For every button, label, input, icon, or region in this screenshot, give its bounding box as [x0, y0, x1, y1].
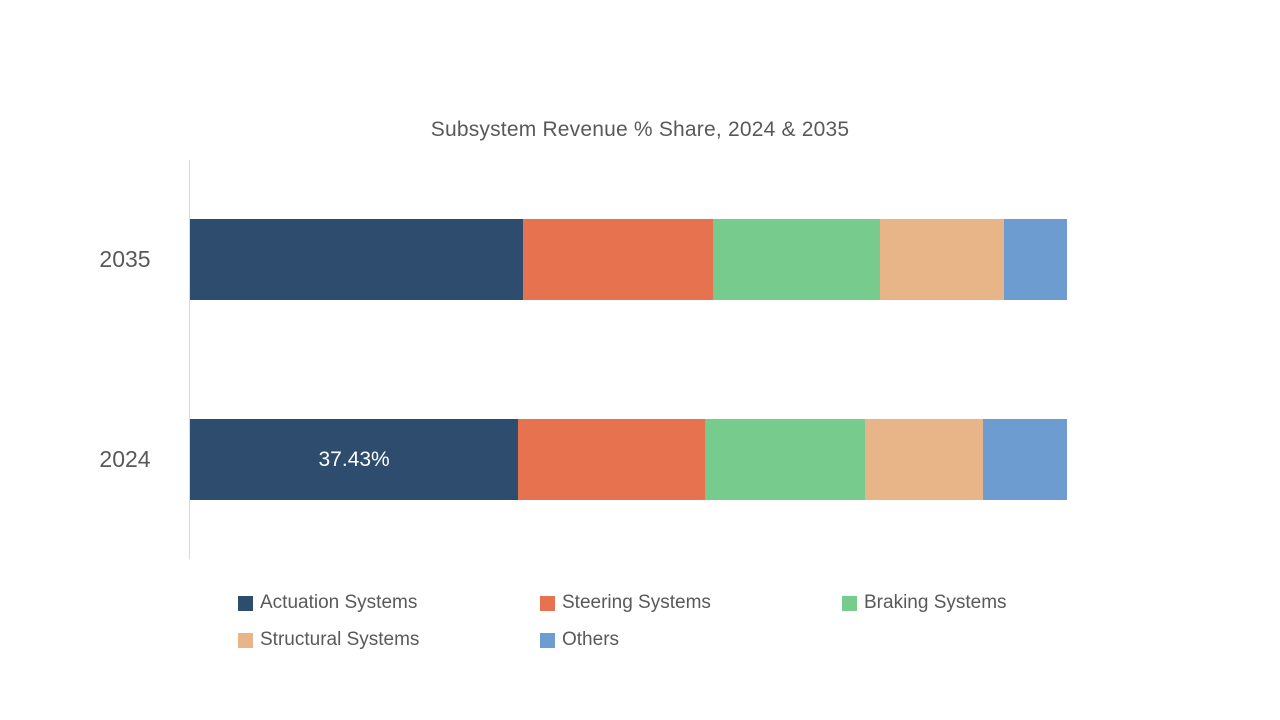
legend-label: Steering Systems: [562, 592, 711, 613]
legend-item: Actuation Systems: [238, 591, 540, 615]
category-label-2024: 2024: [99, 445, 151, 472]
bar-segment: [865, 419, 984, 500]
bar-segment: [983, 419, 1067, 500]
legend-marker-icon: [540, 595, 555, 611]
legend-label: Braking Systems: [864, 592, 1007, 613]
legend-marker-icon: [540, 632, 555, 648]
bar-segment: [1004, 219, 1067, 300]
legend-marker-icon: [842, 595, 857, 611]
chart-title: Subsystem Revenue % Share, 2024 & 2035: [430, 118, 850, 141]
legend-item: Structural Systems: [238, 628, 540, 652]
category-label-2035: 2035: [99, 245, 151, 272]
legend-marker-icon: [238, 595, 253, 611]
bar-2024: 37.43%: [190, 419, 1067, 500]
bar-segment: [713, 219, 880, 300]
legend-label: Actuation Systems: [260, 592, 418, 613]
bar-segment: [518, 419, 706, 500]
bar-segment: [880, 219, 1004, 300]
category-axis-line: [189, 160, 190, 559]
bar-2035: [190, 219, 1067, 300]
data-label: 37.43%: [318, 447, 390, 471]
bar-segment: [190, 219, 523, 300]
legend: Actuation Systems Steering Systems Braking…: [238, 591, 1144, 652]
legend-label: Structural Systems: [260, 629, 420, 650]
bar-segment: [705, 419, 866, 500]
legend-item: Steering Systems: [540, 591, 842, 615]
legend-marker-icon: [238, 632, 253, 648]
bar-segment: [522, 219, 714, 300]
bar-segment: 37.43%: [190, 419, 519, 500]
legend-item: Others: [540, 628, 842, 652]
legend-label: Others: [562, 629, 620, 650]
legend-item: Braking Systems: [842, 591, 1144, 615]
